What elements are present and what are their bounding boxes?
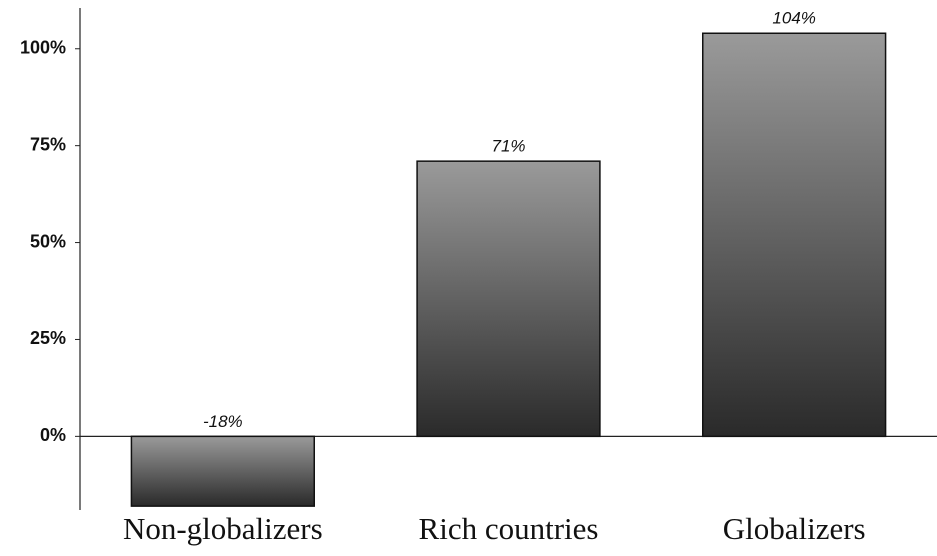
y-tick-label: 50% [30, 231, 66, 251]
x-tick-label: Non-globalizers [123, 511, 323, 546]
value-label: 71% [491, 137, 525, 156]
bar [130, 435, 315, 507]
y-tick-label: 100% [20, 38, 66, 58]
bar [702, 32, 887, 438]
y-tick-label: 0% [40, 425, 66, 445]
y-tick-label: 25% [30, 328, 66, 348]
bar [416, 160, 601, 438]
value-label: 104% [772, 9, 815, 28]
y-tick-label: 75% [30, 134, 66, 154]
value-label: -18% [203, 412, 243, 431]
x-tick-label: Globalizers [723, 511, 866, 546]
x-tick-label: Rich countries [419, 511, 599, 546]
